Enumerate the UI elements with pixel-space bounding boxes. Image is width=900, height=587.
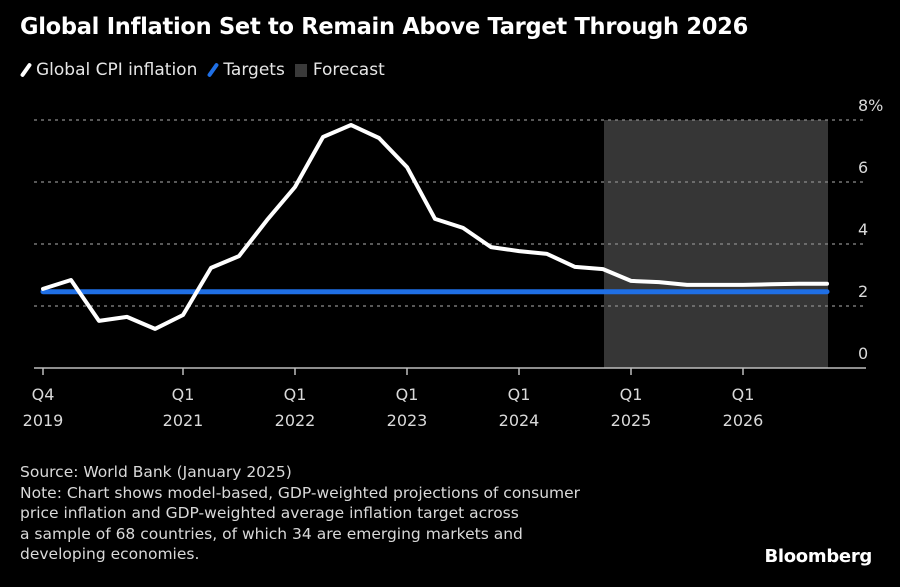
note-line: developing economies. — [20, 545, 200, 563]
y-tick-label: 8% — [858, 96, 883, 115]
legend-label-targets: Targets — [223, 60, 285, 80]
y-tick-label: 4 — [858, 220, 868, 239]
legend-item-targets: Targets — [207, 60, 285, 80]
chart-title: Global Inflation Set to Remain Above Tar… — [20, 12, 748, 40]
note-line: a sample of 68 countries, of which 34 ar… — [20, 524, 523, 543]
note-line: price inflation and GDP-weighted average… — [20, 504, 519, 522]
legend: Global CPI inflation Targets Forecast — [19, 60, 395, 80]
x-tick-label: Q1 — [284, 385, 307, 404]
x-tick-label: Q1 — [396, 385, 419, 404]
x-tick-label: 2024 — [499, 411, 540, 430]
y-tick-label: 0 — [858, 344, 868, 363]
line-chart: 0 2 4 6 8% Q4 2019 Q1 2021 Q1 2022 Q1 2023 Q1 2024 Q1 20… — [23, 96, 884, 430]
note-line: Note: Chart shows model-based, GDP-weigh… — [20, 483, 581, 502]
x-tick-label: 2021 — [163, 411, 204, 430]
x-tick-label: 2025 — [611, 411, 652, 430]
legend-label-forecast: Forecast — [312, 60, 385, 80]
x-tick-label: Q1 — [508, 385, 531, 404]
legend-item-forecast: Forecast — [294, 60, 385, 80]
legend-swatch-forecast — [294, 63, 307, 77]
x-tick-label: 2023 — [387, 411, 428, 430]
chart-footer: Source: World Bank (January 2025) Note: … — [20, 462, 740, 565]
y-tick-label: 6 — [858, 158, 868, 177]
y-tick-label: 2 — [858, 282, 868, 301]
x-tick-label: Q4 — [32, 385, 55, 404]
x-tick-label: 2019 — [23, 411, 64, 430]
x-tick-label: Q1 — [732, 385, 755, 404]
x-tick-label: Q1 — [620, 385, 643, 404]
bloomberg-logo: Bloomberg — [764, 546, 872, 567]
legend-label-cpi: Global CPI inflation — [36, 60, 198, 80]
legend-item-cpi: Global CPI inflation — [19, 60, 198, 80]
x-tick-label: 2022 — [275, 411, 316, 430]
x-tick-label: 2026 — [723, 411, 764, 430]
source-note: Source: World Bank (January 2025) — [20, 463, 292, 481]
x-tick-label: Q1 — [172, 385, 195, 404]
